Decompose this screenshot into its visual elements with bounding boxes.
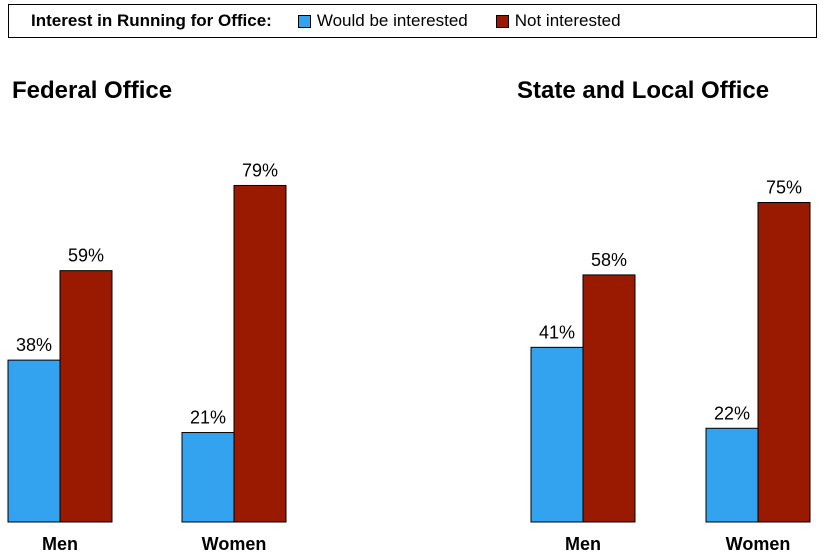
state-local-category-label-women: Women <box>726 534 791 554</box>
legend-label-not-interested: Not interested <box>514 11 621 30</box>
state-local-value-label-men-would-be-interested: 41% <box>539 322 575 342</box>
federal-bar-women-would-be-interested <box>181 432 235 523</box>
state-local-value-label-women-not-interested: 75% <box>766 178 802 198</box>
federal-value-label-women-not-interested: 79% <box>242 160 278 180</box>
federal-bar-men-not-interested <box>59 270 113 523</box>
state-local-value-label-women-would-be-interested: 22% <box>714 403 750 423</box>
state-local-chart-title: State and Local Office <box>517 77 770 104</box>
state-local-bar-men-not-interested <box>582 274 636 523</box>
federal-chart-title: Federal Office <box>12 77 173 104</box>
state-local-bar-men-would-be-interested <box>530 346 584 523</box>
state-local-category-label-men: Men <box>565 534 601 554</box>
legend-item-interested: Would be interested <box>297 11 468 31</box>
federal-bar-men-would-be-interested <box>7 359 61 523</box>
federal-value-label-women-would-be-interested: 21% <box>190 408 226 428</box>
federal-value-label-men-not-interested: 59% <box>68 246 104 266</box>
state-local-value-label-men-not-interested: 58% <box>591 250 627 270</box>
legend-swatch-not-interested <box>495 14 509 28</box>
federal-value-label-men-would-be-interested: 38% <box>16 335 52 355</box>
federal-category-label-men: Men <box>42 534 78 554</box>
legend-title: Interest in Running for Office: <box>31 11 272 30</box>
state-local-bar-women-not-interested <box>757 202 811 523</box>
federal-bar-women-not-interested <box>233 184 287 523</box>
state-local-bar-women-would-be-interested <box>705 427 759 523</box>
federal-category-label-women: Women <box>202 534 267 554</box>
legend-label-interested: Would be interested <box>316 11 468 30</box>
legend-swatch-interested <box>297 14 311 28</box>
legend: Interest in Running for Office: Would be… <box>8 4 817 38</box>
legend-item-not-interested: Not interested <box>495 11 621 31</box>
